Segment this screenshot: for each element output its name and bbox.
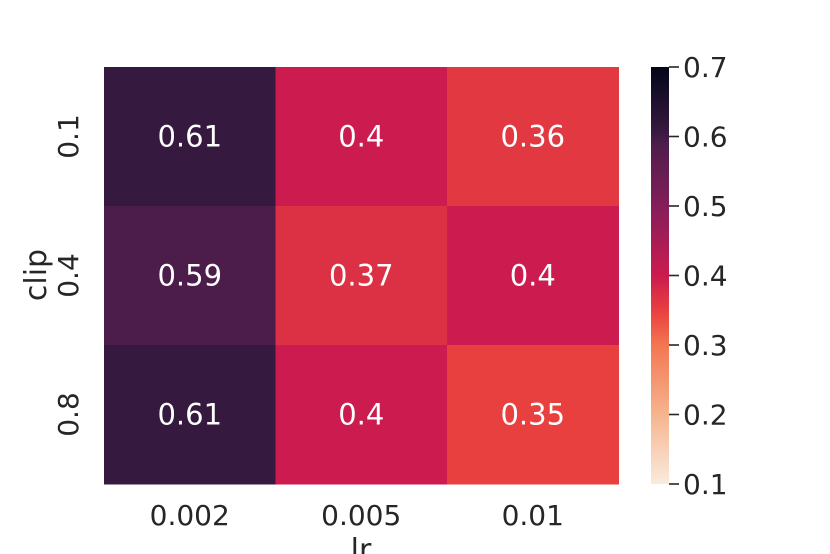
- y-axis-title: clip: [19, 249, 54, 301]
- colorbar-tick-label: 0.1: [683, 468, 728, 501]
- cell-value-label: 0.61: [157, 120, 222, 154]
- cell-value-label: 0.4: [510, 259, 556, 293]
- cell-value-label: 0.4: [338, 120, 384, 154]
- cell-value-label: 0.61: [157, 398, 222, 432]
- cell-value-label: 0.37: [329, 259, 394, 293]
- colorbar-tick-label: 0.3: [683, 329, 728, 362]
- colorbar: [651, 67, 669, 484]
- heatmap-cell: [447, 345, 619, 485]
- colorbar-tick-label: 0.7: [683, 51, 728, 84]
- x-tick-label: 0.002: [150, 499, 230, 532]
- heatmap-cells: [104, 67, 619, 485]
- colorbar-ticks: 0.1 0.2 0.3 0.4 0.5 0.6 0.7: [669, 51, 728, 501]
- colorbar-tick-label: 0.6: [683, 121, 728, 154]
- y-axis-ticks: 0.1 0.4 0.8: [52, 114, 85, 437]
- heatmap-cell: [447, 206, 619, 346]
- colorbar-tick-label: 0.5: [683, 190, 728, 223]
- colorbar-tick-label: 0.2: [683, 399, 728, 432]
- y-tick-label: 0.8: [52, 392, 85, 437]
- cell-value-label: 0.4: [338, 398, 384, 432]
- y-tick-label: 0.1: [52, 114, 85, 159]
- x-axis-title: lr: [351, 533, 372, 554]
- heatmap-cell: [275, 67, 448, 207]
- x-tick-label: 0.005: [321, 499, 401, 532]
- heatmap-cell: [275, 206, 448, 346]
- colorbar-tick-label: 0.4: [683, 260, 728, 293]
- heatmap-cell: [104, 67, 276, 207]
- cell-value-label: 0.36: [500, 120, 565, 154]
- cell-value-label: 0.35: [500, 398, 565, 432]
- heatmap-cell: [275, 345, 448, 485]
- x-tick-label: 0.01: [502, 499, 564, 532]
- x-axis-ticks: 0.002 0.005 0.01: [150, 499, 564, 532]
- heatmap-cell-labels: 0.61 0.4 0.36 0.59 0.37 0.4 0.61 0.4 0.35: [157, 120, 565, 432]
- heatmap-cell: [104, 345, 276, 485]
- heatmap-cell: [104, 206, 276, 346]
- y-tick-label: 0.4: [52, 253, 85, 298]
- cell-value-label: 0.59: [157, 259, 222, 293]
- heatmap-cell: [447, 67, 619, 207]
